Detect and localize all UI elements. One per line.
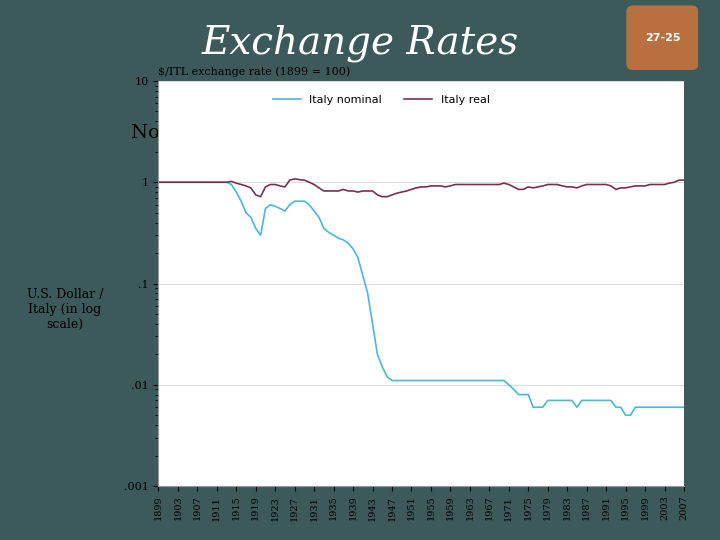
Italy real bbox=[509, 184, 518, 190]
Italy nominal bbox=[300, 198, 309, 205]
FancyBboxPatch shape bbox=[626, 5, 698, 70]
Text: 27-25: 27-25 bbox=[644, 33, 680, 43]
Italy nominal bbox=[680, 404, 688, 410]
Italy nominal bbox=[154, 179, 163, 186]
Text: $/ITL exchange rate (1899 = 100): $/ITL exchange rate (1899 = 100) bbox=[158, 67, 351, 77]
Italy real bbox=[154, 179, 163, 186]
Italy real bbox=[451, 181, 459, 188]
Italy nominal bbox=[621, 412, 630, 418]
Legend: Italy nominal, Italy real: Italy nominal, Italy real bbox=[269, 91, 495, 110]
Text: U.S. Dollar /
Italy (in log
scale): U.S. Dollar / Italy (in log scale) bbox=[27, 288, 103, 331]
Italy nominal bbox=[436, 377, 445, 384]
Italy nominal bbox=[329, 232, 338, 239]
Text: Nominal versus Real Exchange Rates: Nominal versus Real Exchange Rates bbox=[132, 124, 502, 141]
Italy real bbox=[446, 183, 455, 189]
Italy real bbox=[193, 179, 202, 186]
Text: Exchange Rates: Exchange Rates bbox=[202, 25, 518, 63]
Italy nominal bbox=[193, 179, 202, 186]
Italy real bbox=[680, 177, 688, 184]
Italy real bbox=[339, 186, 348, 193]
Line: Italy nominal: Italy nominal bbox=[158, 183, 684, 415]
Italy nominal bbox=[441, 377, 450, 384]
Italy nominal bbox=[500, 377, 508, 384]
Italy real bbox=[290, 176, 299, 182]
Italy real bbox=[256, 193, 265, 200]
Italy real bbox=[310, 181, 318, 188]
Line: Italy real: Italy real bbox=[158, 179, 684, 197]
